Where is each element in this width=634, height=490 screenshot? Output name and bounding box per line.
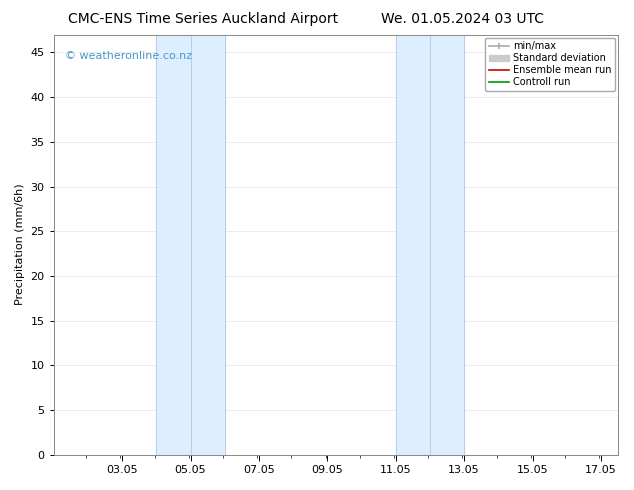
Text: CMC-ENS Time Series Auckland Airport: CMC-ENS Time Series Auckland Airport <box>68 12 338 26</box>
Text: © weatheronline.co.nz: © weatheronline.co.nz <box>65 51 192 61</box>
Legend: min/max, Standard deviation, Ensemble mean run, Controll run: min/max, Standard deviation, Ensemble me… <box>486 38 615 91</box>
Bar <box>396 35 464 455</box>
Y-axis label: Precipitation (mm/6h): Precipitation (mm/6h) <box>15 184 25 305</box>
Text: We. 01.05.2024 03 UTC: We. 01.05.2024 03 UTC <box>381 12 545 26</box>
Bar <box>157 35 224 455</box>
